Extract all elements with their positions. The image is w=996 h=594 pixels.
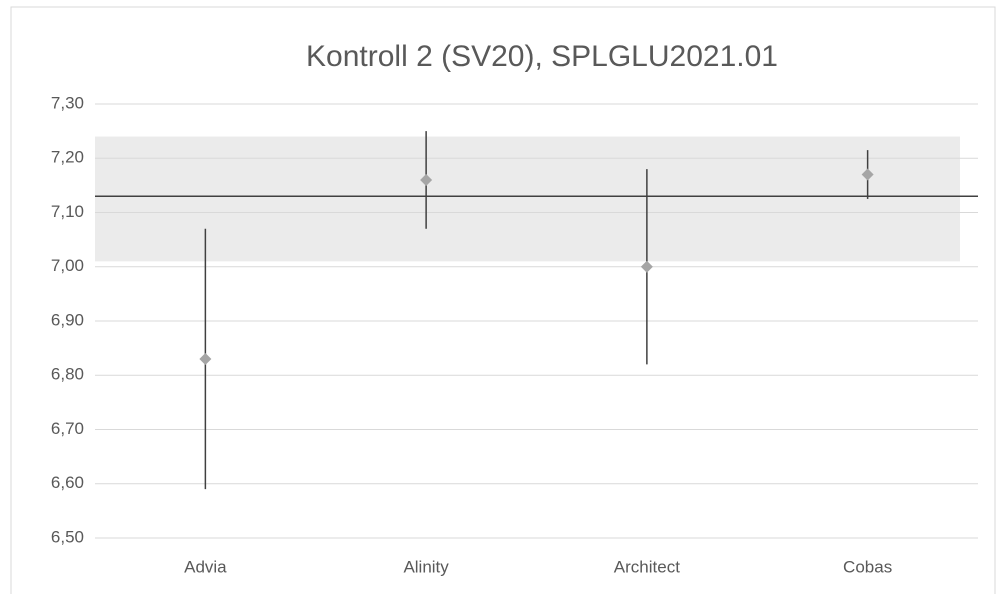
y-tick-label: 6,70 [51,419,84,438]
x-tick-label: Alinity [403,557,449,576]
y-tick-label: 7,00 [51,256,84,275]
y-tick-label: 7,20 [51,148,84,167]
x-tick-label: Architect [614,557,680,576]
data-point [199,352,212,365]
y-tick-label: 7,10 [51,202,84,221]
chart-frame [10,6,996,594]
chart-title: Kontroll 2 (SV20), SPLGLU2021.01 [306,40,778,73]
y-tick-label: 6,60 [51,473,84,492]
y-tick-label: 7,30 [51,93,84,112]
acceptance-band [95,136,960,262]
data-point [420,173,433,186]
y-tick-label: 6,90 [51,310,84,329]
x-tick-label: Cobas [843,557,892,576]
y-tick-label: 6,80 [51,365,84,384]
y-tick-label: 6,50 [51,527,84,546]
data-point [640,260,653,273]
x-tick-label: Advia [184,557,227,576]
data-point [861,168,874,181]
